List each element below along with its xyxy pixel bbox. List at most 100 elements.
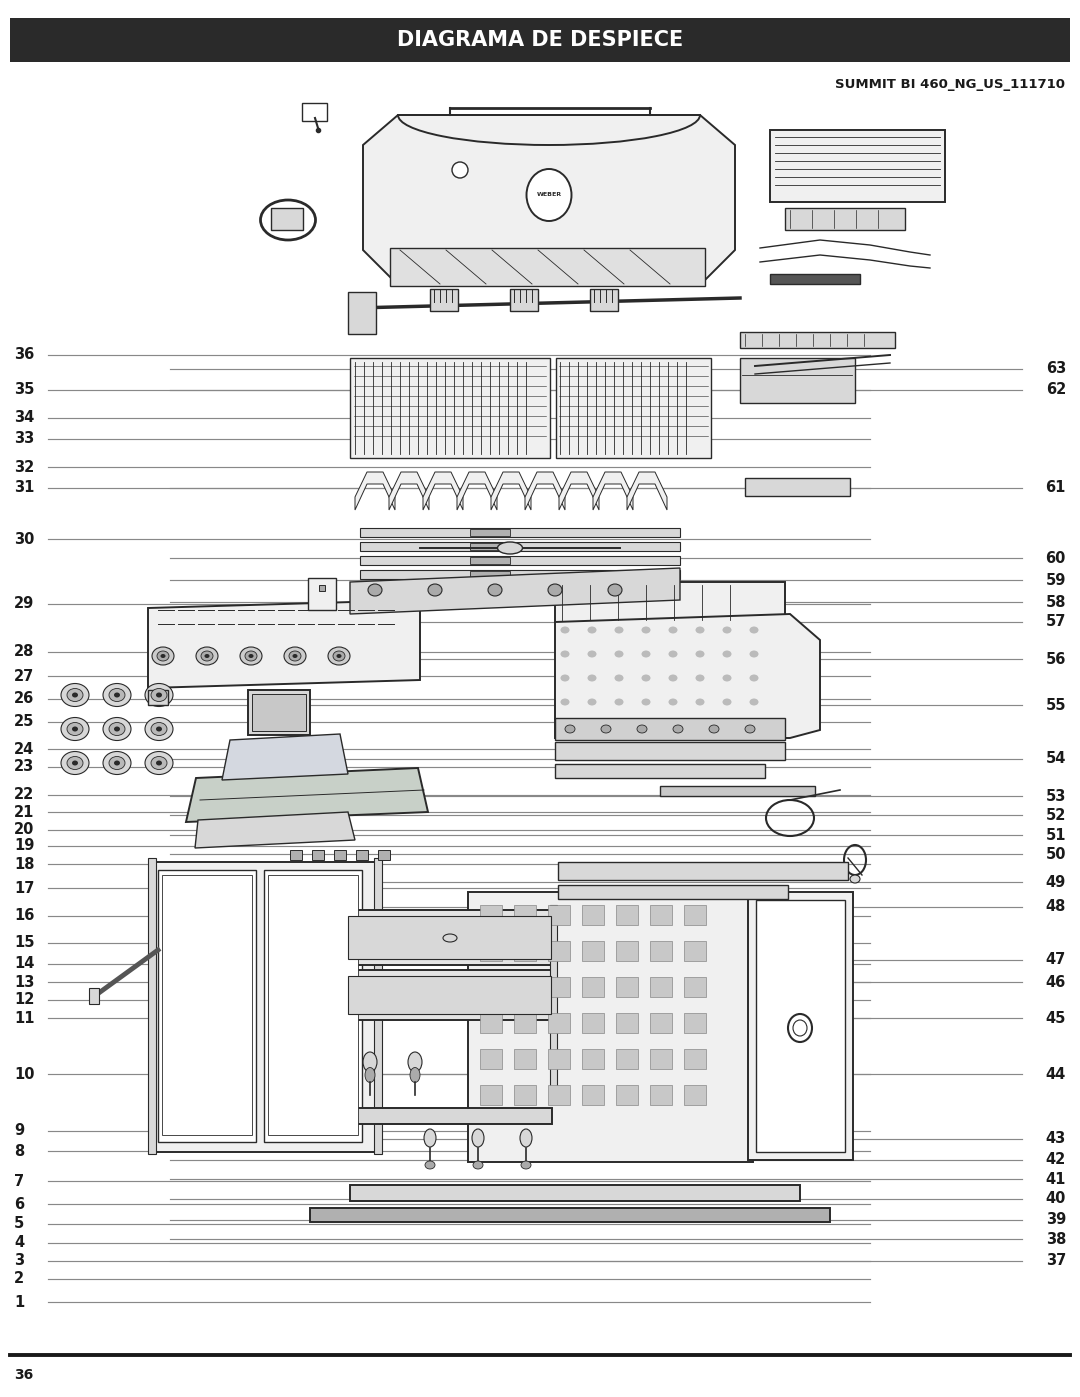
Ellipse shape: [245, 651, 257, 661]
Ellipse shape: [109, 757, 125, 770]
Bar: [582, 942, 604, 961]
Ellipse shape: [673, 725, 683, 733]
Ellipse shape: [114, 760, 120, 766]
Ellipse shape: [114, 726, 120, 732]
Polygon shape: [593, 472, 633, 510]
Bar: [582, 1049, 604, 1069]
Bar: [748, 893, 853, 1160]
Bar: [660, 787, 815, 796]
Ellipse shape: [337, 654, 341, 658]
Ellipse shape: [642, 651, 650, 658]
Bar: [470, 571, 510, 578]
Text: 53: 53: [1045, 789, 1066, 803]
Text: 60: 60: [1045, 550, 1066, 566]
Bar: [430, 289, 458, 312]
Text: 4: 4: [14, 1235, 24, 1250]
Bar: [360, 528, 680, 536]
Text: 9: 9: [14, 1123, 24, 1139]
Bar: [650, 942, 672, 961]
Bar: [480, 1085, 502, 1105]
Bar: [248, 690, 310, 735]
Text: 2: 2: [14, 1271, 24, 1287]
Ellipse shape: [151, 757, 167, 770]
Ellipse shape: [453, 162, 468, 177]
Ellipse shape: [289, 651, 301, 661]
Ellipse shape: [642, 698, 650, 705]
Bar: [616, 1013, 638, 1032]
Ellipse shape: [588, 651, 596, 658]
Polygon shape: [148, 599, 420, 687]
Text: 27: 27: [14, 669, 35, 683]
Bar: [148, 858, 156, 1154]
Bar: [582, 1013, 604, 1032]
Polygon shape: [627, 472, 667, 510]
Ellipse shape: [723, 626, 731, 633]
Bar: [548, 977, 570, 997]
Polygon shape: [222, 733, 348, 780]
Ellipse shape: [850, 875, 860, 883]
Ellipse shape: [60, 718, 89, 740]
Ellipse shape: [561, 651, 569, 658]
Ellipse shape: [368, 584, 382, 597]
Bar: [548, 1013, 570, 1032]
Ellipse shape: [521, 1161, 531, 1169]
Bar: [745, 478, 850, 496]
Ellipse shape: [67, 722, 83, 735]
Bar: [514, 1049, 536, 1069]
Bar: [785, 208, 905, 231]
Ellipse shape: [708, 725, 719, 733]
Text: 22: 22: [14, 788, 35, 802]
Bar: [162, 875, 252, 1134]
Ellipse shape: [424, 1129, 436, 1147]
Bar: [514, 1085, 536, 1105]
Polygon shape: [355, 472, 395, 510]
Text: 47: 47: [1045, 953, 1066, 967]
Ellipse shape: [615, 698, 623, 705]
Ellipse shape: [565, 725, 575, 733]
Bar: [558, 862, 848, 880]
Bar: [650, 1085, 672, 1105]
Bar: [310, 1208, 831, 1222]
Ellipse shape: [561, 675, 569, 682]
Bar: [740, 332, 895, 348]
Text: 41: 41: [1045, 1172, 1066, 1186]
Bar: [756, 900, 845, 1153]
Ellipse shape: [696, 626, 704, 633]
Bar: [556, 358, 711, 458]
Bar: [582, 977, 604, 997]
Bar: [616, 1049, 638, 1069]
Ellipse shape: [669, 626, 677, 633]
Text: 32: 32: [14, 460, 35, 475]
Ellipse shape: [157, 651, 168, 661]
Ellipse shape: [156, 693, 162, 697]
Bar: [348, 977, 551, 1014]
Text: 40: 40: [1045, 1192, 1066, 1206]
Ellipse shape: [473, 1161, 483, 1169]
Ellipse shape: [145, 752, 173, 774]
Bar: [514, 1013, 536, 1032]
Bar: [650, 977, 672, 997]
Ellipse shape: [428, 584, 442, 597]
Polygon shape: [186, 768, 428, 821]
Bar: [616, 977, 638, 997]
Ellipse shape: [750, 626, 758, 633]
Bar: [684, 977, 706, 997]
Text: 19: 19: [14, 838, 35, 854]
Ellipse shape: [103, 752, 131, 774]
Bar: [348, 916, 551, 958]
Text: 30: 30: [14, 532, 35, 546]
Ellipse shape: [723, 651, 731, 658]
Text: 45: 45: [1045, 1011, 1066, 1025]
Ellipse shape: [365, 1067, 375, 1083]
Bar: [684, 905, 706, 925]
Text: 14: 14: [14, 957, 35, 971]
Bar: [616, 942, 638, 961]
Ellipse shape: [696, 698, 704, 705]
Bar: [350, 358, 550, 458]
Bar: [342, 970, 557, 1020]
Bar: [548, 1049, 570, 1069]
Ellipse shape: [204, 654, 210, 658]
Text: 61: 61: [1045, 481, 1066, 495]
Polygon shape: [423, 472, 463, 510]
Bar: [558, 886, 788, 900]
